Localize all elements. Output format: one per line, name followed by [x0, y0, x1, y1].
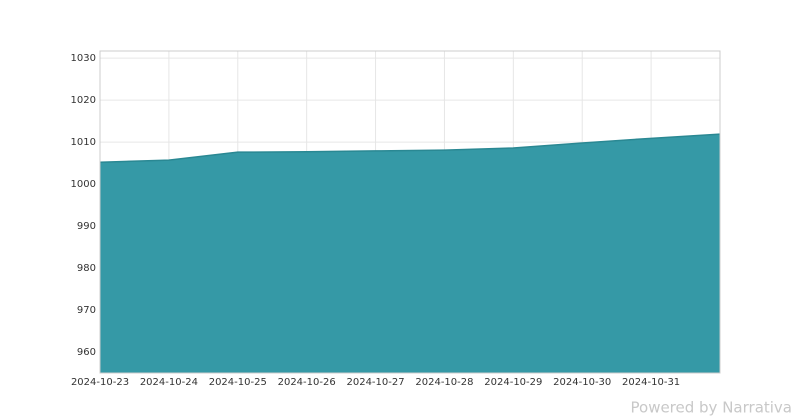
x-tick-label: 2024-10-31: [622, 377, 680, 388]
line: [99, 133, 721, 164]
y-tick-label: 1020: [71, 95, 96, 106]
y-tick-label: 960: [77, 347, 96, 358]
y-tick-label: 1030: [71, 53, 96, 64]
area: [100, 134, 720, 373]
y-tick-label: 1000: [71, 179, 96, 190]
x-tick-label: 2024-10-28: [415, 377, 473, 388]
y-tick-label: 970: [77, 305, 96, 316]
watermark: Powered by Narrativa: [631, 399, 793, 417]
x-tick-label: 2024-10-29: [484, 377, 542, 388]
plot-frame: [99, 50, 721, 374]
y-tick-label: 990: [77, 221, 96, 232]
x-tick-label: 2024-10-23: [71, 377, 129, 388]
x-tick-label: 2024-10-26: [278, 377, 336, 388]
x-tick-label: 2024-10-24: [140, 377, 198, 388]
y-tick-label: 1010: [71, 137, 96, 148]
x-tick-label: 2024-10-30: [553, 377, 611, 388]
x-tick-label: 2024-10-27: [346, 377, 404, 388]
x-tick-label: 2024-10-25: [209, 377, 267, 388]
y-tick-label: 980: [77, 263, 96, 274]
